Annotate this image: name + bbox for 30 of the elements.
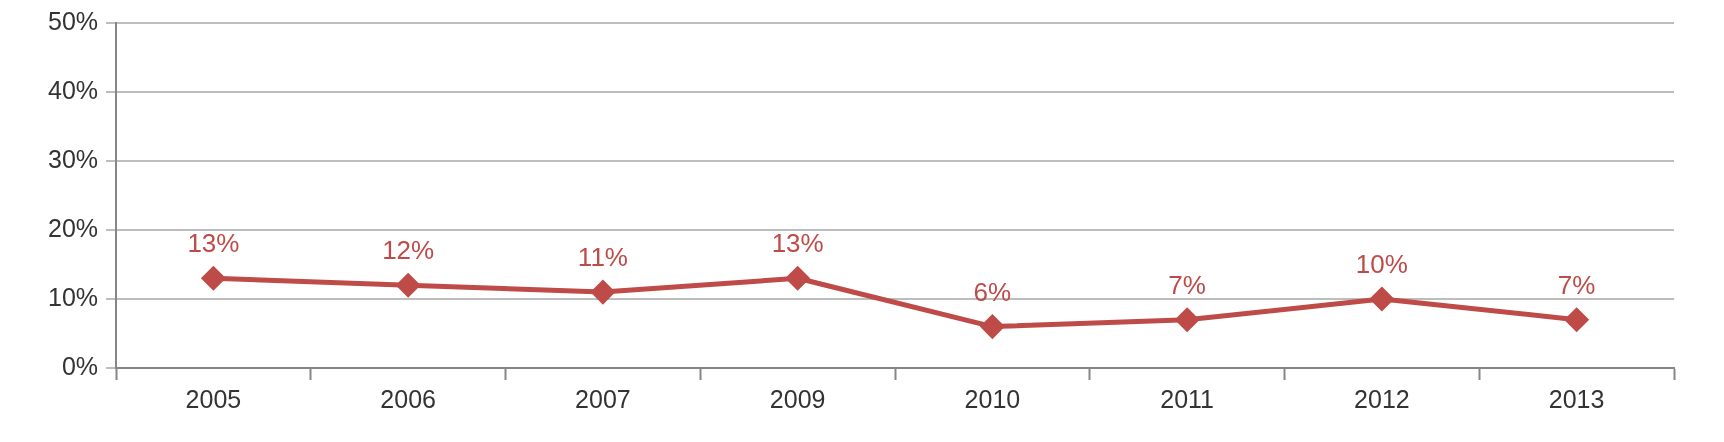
y-tick-label: 10% xyxy=(47,282,99,311)
data-label: 11% xyxy=(577,242,628,273)
point xyxy=(396,273,420,297)
data-label: 6% xyxy=(973,276,1012,307)
y-tick-label: 40% xyxy=(47,75,99,104)
point xyxy=(980,315,1004,339)
x-tick-label: 2009 xyxy=(769,384,826,413)
x-tick-label: 2012 xyxy=(1354,384,1410,413)
x-tick-label: 2011 xyxy=(1160,384,1215,413)
x-tick-label: 2006 xyxy=(380,384,436,413)
point xyxy=(1565,308,1589,332)
data-label: 13% xyxy=(771,228,824,259)
data-label: 13% xyxy=(187,228,240,259)
y-tick-label: 30% xyxy=(47,144,99,173)
y-tick-label: 20% xyxy=(47,213,99,242)
data-label: 12% xyxy=(382,235,435,266)
data-label: 7% xyxy=(1168,269,1206,300)
data-label: 7% xyxy=(1557,269,1596,300)
point xyxy=(1175,308,1199,332)
x-tick-label: 2005 xyxy=(185,384,242,413)
x-tick-label: 2007 xyxy=(575,384,631,413)
point xyxy=(1370,287,1394,311)
x-tick-label: 2013 xyxy=(1548,384,1605,413)
y-tick-label: 0% xyxy=(61,351,99,380)
y-tick-label: 50% xyxy=(47,6,99,35)
point xyxy=(786,266,810,290)
point xyxy=(201,266,225,290)
x-tick-label: 2010 xyxy=(964,384,1021,413)
data-label: 10% xyxy=(1355,249,1408,280)
point xyxy=(591,280,615,304)
